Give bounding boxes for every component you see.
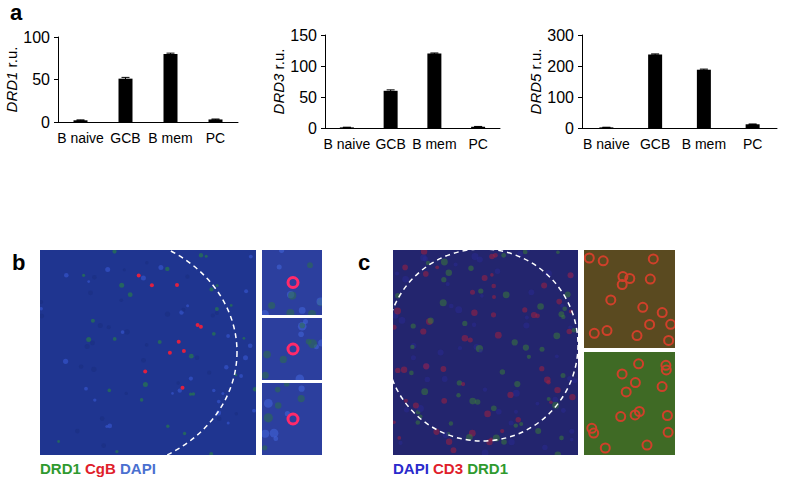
svg-text:r.u.: r.u. [270,49,287,74]
svg-text:GCB: GCB [375,136,405,152]
svg-text:0: 0 [41,114,50,131]
svg-text:PC: PC [468,136,487,152]
svg-text:0: 0 [308,120,317,137]
svg-text:DAPI CD3 DRD1: DAPI CD3 DRD1 [393,460,508,477]
svg-text:PC: PC [206,130,225,146]
svg-text:B naive: B naive [324,136,371,152]
svg-text:100: 100 [290,58,317,75]
svg-text:B mem: B mem [682,136,726,152]
svg-text:r.u.: r.u. [527,49,544,74]
svg-text:B mem: B mem [412,136,456,152]
svg-text:DRD5: DRD5 [527,73,544,114]
svg-text:0: 0 [565,120,574,137]
svg-text:c: c [358,250,370,275]
svg-text:b: b [12,250,25,275]
svg-text:DRD1: DRD1 [3,72,20,113]
svg-text:50: 50 [32,71,50,88]
svg-text:r.u.: r.u. [3,47,20,72]
svg-text:100: 100 [23,29,50,46]
svg-text:DRD3: DRD3 [270,73,287,114]
svg-text:DRD1 CgB DAPI: DRD1 CgB DAPI [40,460,156,477]
svg-text:200: 200 [547,58,574,75]
svg-text:B mem: B mem [148,130,192,146]
svg-text:300: 300 [547,27,574,44]
svg-text:B naive: B naive [583,136,630,152]
svg-text:a: a [10,0,23,25]
svg-text:GCB: GCB [640,136,670,152]
svg-text:B naive: B naive [57,130,104,146]
svg-text:100: 100 [547,89,574,106]
svg-text:GCB: GCB [110,130,140,146]
svg-text:150: 150 [290,27,317,44]
svg-text:PC: PC [743,136,762,152]
svg-text:50: 50 [299,89,317,106]
